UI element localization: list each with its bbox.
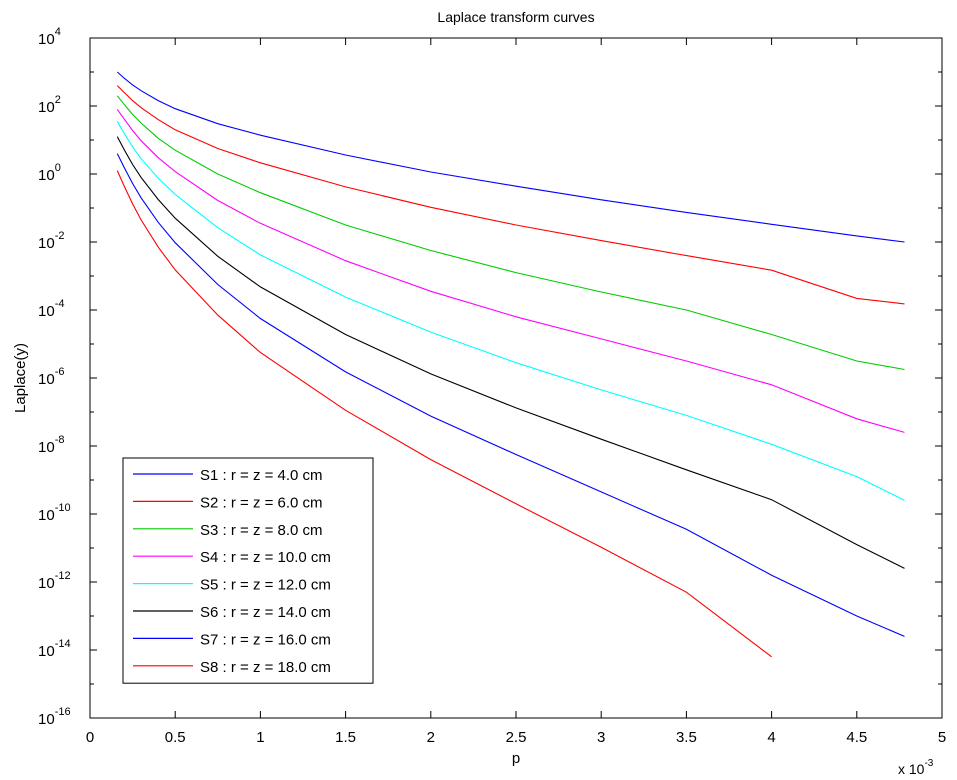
y-tick-label: 10-6	[38, 366, 64, 388]
x-tick-label: 1	[256, 729, 264, 746]
x-tick-label: 2	[427, 729, 435, 746]
series-line-s2	[116, 85, 905, 305]
legend-label-s3: S3 : r = z = 8.0 cm	[200, 522, 323, 539]
x-axis-label: p	[512, 750, 520, 767]
x-tick-label: 3.5	[676, 729, 697, 746]
legend-box	[122, 457, 374, 684]
x-tick-label: 4	[767, 729, 775, 746]
x-axis-multiplier: x 10-3	[898, 758, 934, 777]
y-tick-label: 10-2	[38, 230, 64, 252]
x-tick-label: 0	[86, 729, 94, 746]
y-tick-label: 10-16	[38, 706, 71, 728]
x-tick-label: 5	[938, 729, 946, 746]
series-line-s6	[116, 136, 905, 569]
y-tick-label: 100	[38, 162, 61, 184]
series-line-s4	[116, 109, 905, 433]
y-tick-label: 10-4	[38, 298, 64, 320]
legend-label-s5: S5 : r = z = 12.0 cm	[200, 577, 331, 594]
x-tick-label: 0.5	[165, 729, 186, 746]
axes-layer: 0 0.5 1 1.5 2 2.5 3 3.5 4 4.5 5 104 102 100 10-2 10-4 10…	[38, 26, 946, 746]
y-tick-label: 10-10	[38, 502, 71, 524]
x-multiplier-base: x 10	[898, 761, 925, 777]
y-tick-label: 10-8	[38, 434, 64, 456]
legend-label-s7: S7 : r = z = 16.0 cm	[200, 631, 331, 648]
x-tick-label: 4.5	[846, 729, 867, 746]
x-tick-label: 2.5	[506, 729, 527, 746]
y-tick-label: 102	[38, 94, 61, 116]
legend-label-s2: S2 : r = z = 6.0 cm	[200, 494, 323, 511]
y-tick-label: 10-14	[38, 638, 71, 660]
x-tick-label: 1.5	[335, 729, 356, 746]
legend-label-s8: S8 : r = z = 18.0 cm	[200, 659, 331, 676]
series-line-s1	[116, 71, 905, 243]
y-tick-label: 10-12	[38, 570, 71, 592]
chart-title: Laplace transform curves	[437, 9, 594, 25]
y-axis-label: Laplace(y)	[12, 343, 29, 413]
x-tick-label: 3	[597, 729, 605, 746]
legend: S1 : r = z = 4.0 cm S2 : r = z = 6.0 cm S3…	[122, 457, 374, 684]
legend-label-s4: S4 : r = z = 10.0 cm	[200, 549, 331, 566]
series-line-s8	[116, 170, 772, 658]
series-line-s3	[116, 95, 905, 371]
series-line-s7	[116, 153, 905, 637]
legend-label-s1: S1 : r = z = 4.0 cm	[200, 467, 323, 484]
x-multiplier-exponent: -3	[924, 758, 933, 769]
series-layer	[116, 71, 905, 658]
y-tick-label: 104	[38, 26, 61, 48]
legend-label-s6: S6 : r = z = 14.0 cm	[200, 604, 331, 621]
series-line-s5	[116, 121, 905, 501]
